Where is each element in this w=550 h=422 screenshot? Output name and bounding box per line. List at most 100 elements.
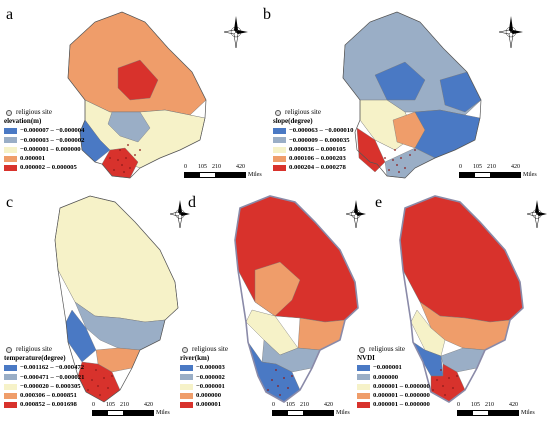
panel-d-site-entry: religious site (180, 345, 228, 354)
panel-a-legend-title: elevation(m) (4, 117, 42, 125)
religious-site-icon (182, 346, 188, 353)
legend-label: 0.000001 – 0.000000 (373, 392, 430, 400)
legend-swatch (273, 155, 286, 162)
panel-b-boundary (342, 11, 482, 179)
legend-row: −0.000009 – 0.000035 (273, 136, 353, 145)
panel-d-sites (267, 369, 293, 396)
legend-label: −0.000001 – 0.000000 (20, 145, 81, 153)
legend-row: 0.000001 – 0.000000 (357, 382, 430, 391)
scale-tick: 105 (286, 402, 295, 408)
scale-tick: 105 (473, 164, 482, 170)
legend-swatch (180, 364, 193, 371)
panel-e-legend: religious site NVDI −0.000001 0.000000 0… (357, 345, 430, 410)
scale-tick: 0 (272, 402, 275, 408)
panel-e-boundary (399, 195, 524, 403)
legend-row: 0.000204 – 0.000278 (273, 163, 353, 172)
scale-tick: 420 (511, 164, 520, 170)
panel-e: e religious site NVDI −0.000001 0.000000… (357, 190, 550, 422)
panel-a-compass (222, 14, 250, 50)
legend-row: 0.000001 – 0.000000 (357, 400, 430, 409)
site-label: religious site (16, 344, 52, 353)
scale-tick: 210 (212, 164, 221, 170)
panel-e-scale-bar: 0 105 210 420 Miles (457, 402, 547, 416)
legend-swatch (180, 392, 193, 399)
legend-swatch (273, 127, 286, 134)
panel-b-region-red (356, 127, 386, 173)
legend-swatch (273, 146, 286, 153)
legend-label: 0.000106 – 0.000203 (289, 155, 346, 163)
scale-tick: 0 (457, 402, 460, 408)
legend-row: −0.001162 – −0.000472 (4, 363, 84, 372)
panel-c-legend: religious site temperature(degree) −0.00… (4, 345, 84, 410)
panel-a-legend: religious site elevation(m) −0.000007 – … (4, 108, 84, 173)
legend-label: −0.000003 (196, 364, 225, 372)
legend-row: −0.000063 – −0.000010 (273, 126, 353, 135)
panel-e-sites (432, 369, 458, 396)
legend-label: 0.000002 – 0.000005 (20, 164, 77, 172)
legend-label: 0.000001 (196, 401, 222, 409)
scale-unit: Miles (248, 172, 262, 178)
legend-row: 0.000852 – 0.001698 (4, 400, 84, 409)
legend-row: −0.000003 – −0.000002 (4, 136, 84, 145)
legend-label: 0.000036 – 0.000105 (289, 145, 346, 153)
site-label: religious site (285, 107, 321, 116)
panel-c: c religious site temperature(degree) −0.… (0, 190, 190, 422)
panel-d-scale-bar: 0 105 210 420 Miles (272, 402, 362, 416)
legend-row: −0.000001 – 0.000000 (4, 145, 84, 154)
scale-tick: 0 (92, 402, 95, 408)
panel-e-letter: e (375, 194, 383, 211)
panel-d-region-orange-east (297, 317, 346, 351)
site-label: religious site (192, 344, 228, 353)
legend-label: −0.000001 (196, 382, 225, 390)
panel-b-compass (497, 14, 525, 50)
legend-swatch (4, 155, 17, 162)
scale-tick: 210 (120, 402, 129, 408)
panel-e-site-entry: religious site (357, 345, 430, 354)
panel-a: a religious site elevation(m) −0.000007 … (0, 0, 275, 190)
panel-d: d religious site river(km) −0.000003 −0.… (180, 190, 368, 422)
panel-c-legend-title: temperature(degree) (4, 354, 66, 362)
panel-b-sites (384, 149, 416, 173)
legend-row: 0.000001 – 0.000000 (357, 391, 430, 400)
panel-b-legend: religious site slope(degree) −0.000063 –… (273, 108, 353, 173)
legend-label: −0.000003 – −0.000002 (20, 136, 85, 144)
scale-tick: 210 (300, 402, 309, 408)
legend-label: 0.000000 (373, 373, 399, 381)
panel-a-map (67, 11, 207, 179)
religious-site-icon (359, 346, 365, 353)
religious-site-icon (6, 346, 12, 353)
panel-b-site-entry: religious site (273, 108, 353, 117)
legend-swatch (357, 374, 370, 381)
legend-label: 0.000001 – 0.000000 (373, 401, 430, 409)
panel-e-compass (525, 198, 549, 230)
legend-swatch (357, 383, 370, 390)
legend-swatch (273, 137, 286, 144)
legend-swatch (180, 402, 193, 409)
panel-b-scale-bar: 0 105 210 420 Miles (459, 164, 537, 178)
legend-swatch (4, 392, 17, 399)
panel-e-region-red (399, 195, 524, 323)
panel-d-letter: d (188, 194, 196, 211)
legend-label: −0.000001 (373, 364, 402, 372)
legend-row: −0.000007 – −0.000004 (4, 126, 84, 135)
scale-unit: Miles (523, 172, 537, 178)
panel-d-region-orange (254, 261, 301, 317)
site-label: religious site (16, 107, 52, 116)
legend-row: 0.000000 (180, 391, 228, 400)
panel-c-letter: c (6, 194, 14, 211)
legend-row: 0.000002 – 0.000005 (4, 163, 84, 172)
site-label: religious site (369, 344, 405, 353)
scale-tick: 210 (485, 402, 494, 408)
legend-swatch (4, 364, 17, 371)
panel-d-boundary (234, 195, 359, 403)
panel-c-region-yellow (54, 195, 179, 323)
panel-a-sites (109, 144, 141, 173)
legend-swatch (4, 383, 17, 390)
panel-b-legend-title: slope(degree) (273, 117, 313, 125)
panel-d-compass (344, 198, 368, 230)
panel-e-legend-title: NVDI (357, 354, 375, 362)
panel-c-boundary (54, 195, 179, 403)
panel-b-region-blue-east (439, 71, 482, 113)
panel-d-map (234, 195, 359, 403)
panel-a-region-gray (107, 111, 151, 143)
